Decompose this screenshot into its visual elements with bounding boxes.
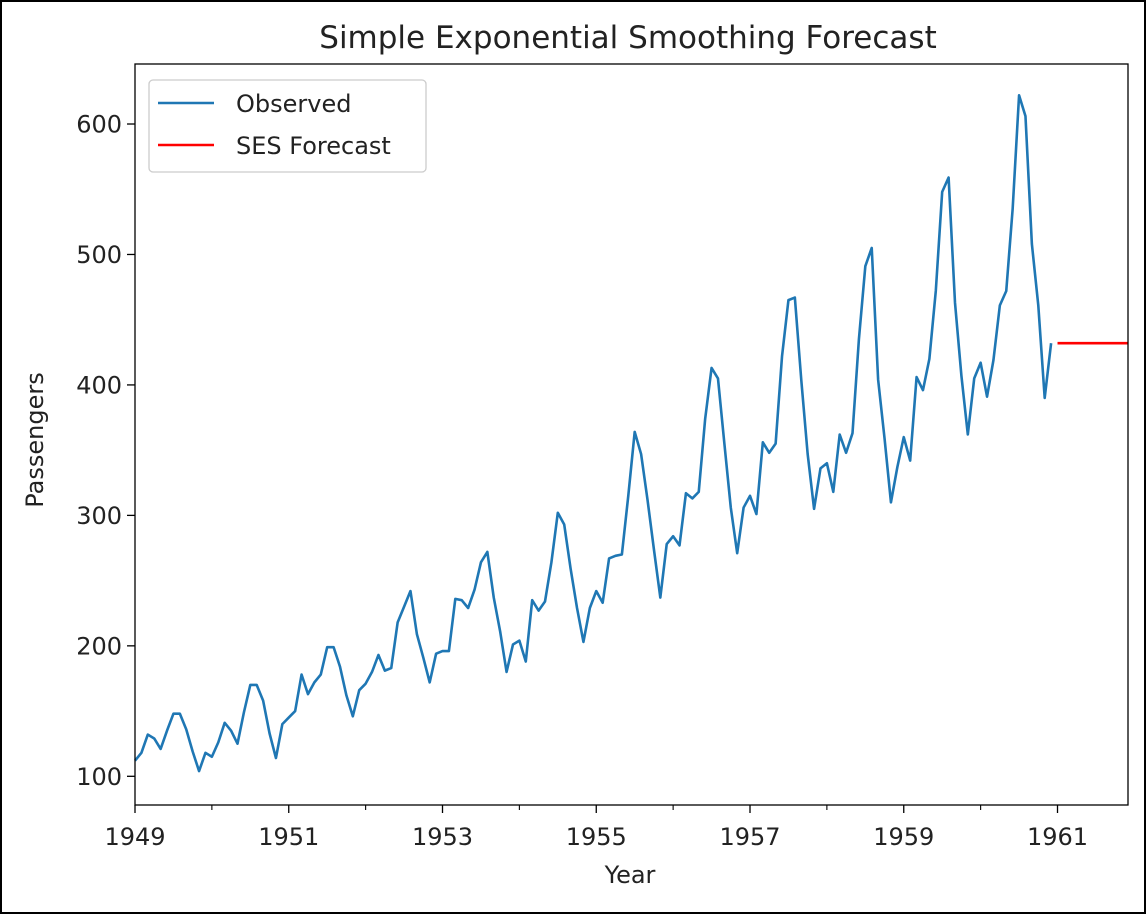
y-tick-label: 600 [76, 111, 122, 139]
y-axis-label: Passengers [21, 372, 49, 507]
axes-frame [134, 63, 1129, 806]
y-tick-label: 100 [76, 763, 122, 791]
x-tick-label: 1961 [1027, 823, 1088, 851]
x-axis-label: Year [604, 861, 656, 889]
chart-legend: Observed SES Forecast [148, 79, 427, 173]
chart-title: Simple Exponential Smoothing Forecast [319, 20, 936, 56]
legend-label-observed: Observed [236, 90, 351, 118]
y-axis: 100 200 300 400 500 600 [76, 111, 135, 791]
plot-area [133, 94, 1128, 773]
y-tick-label: 500 [76, 241, 122, 269]
x-tick-label: 1955 [566, 823, 627, 851]
x-tick-label: 1951 [258, 823, 319, 851]
legend-box [148, 79, 427, 173]
x-tick-label: 1953 [412, 823, 473, 851]
x-tick-label: 1949 [104, 823, 165, 851]
series-line-observed [133, 94, 1053, 773]
x-axis: 1949 1951 1953 1955 1957 1959 1961 [104, 805, 1088, 851]
legend-label-ses-forecast: SES Forecast [236, 132, 391, 160]
x-tick-label: 1957 [719, 823, 780, 851]
x-tick-label: 1959 [873, 823, 934, 851]
y-tick-label: 400 [76, 371, 122, 399]
y-tick-label: 300 [76, 502, 122, 530]
y-tick-label: 200 [76, 632, 122, 660]
